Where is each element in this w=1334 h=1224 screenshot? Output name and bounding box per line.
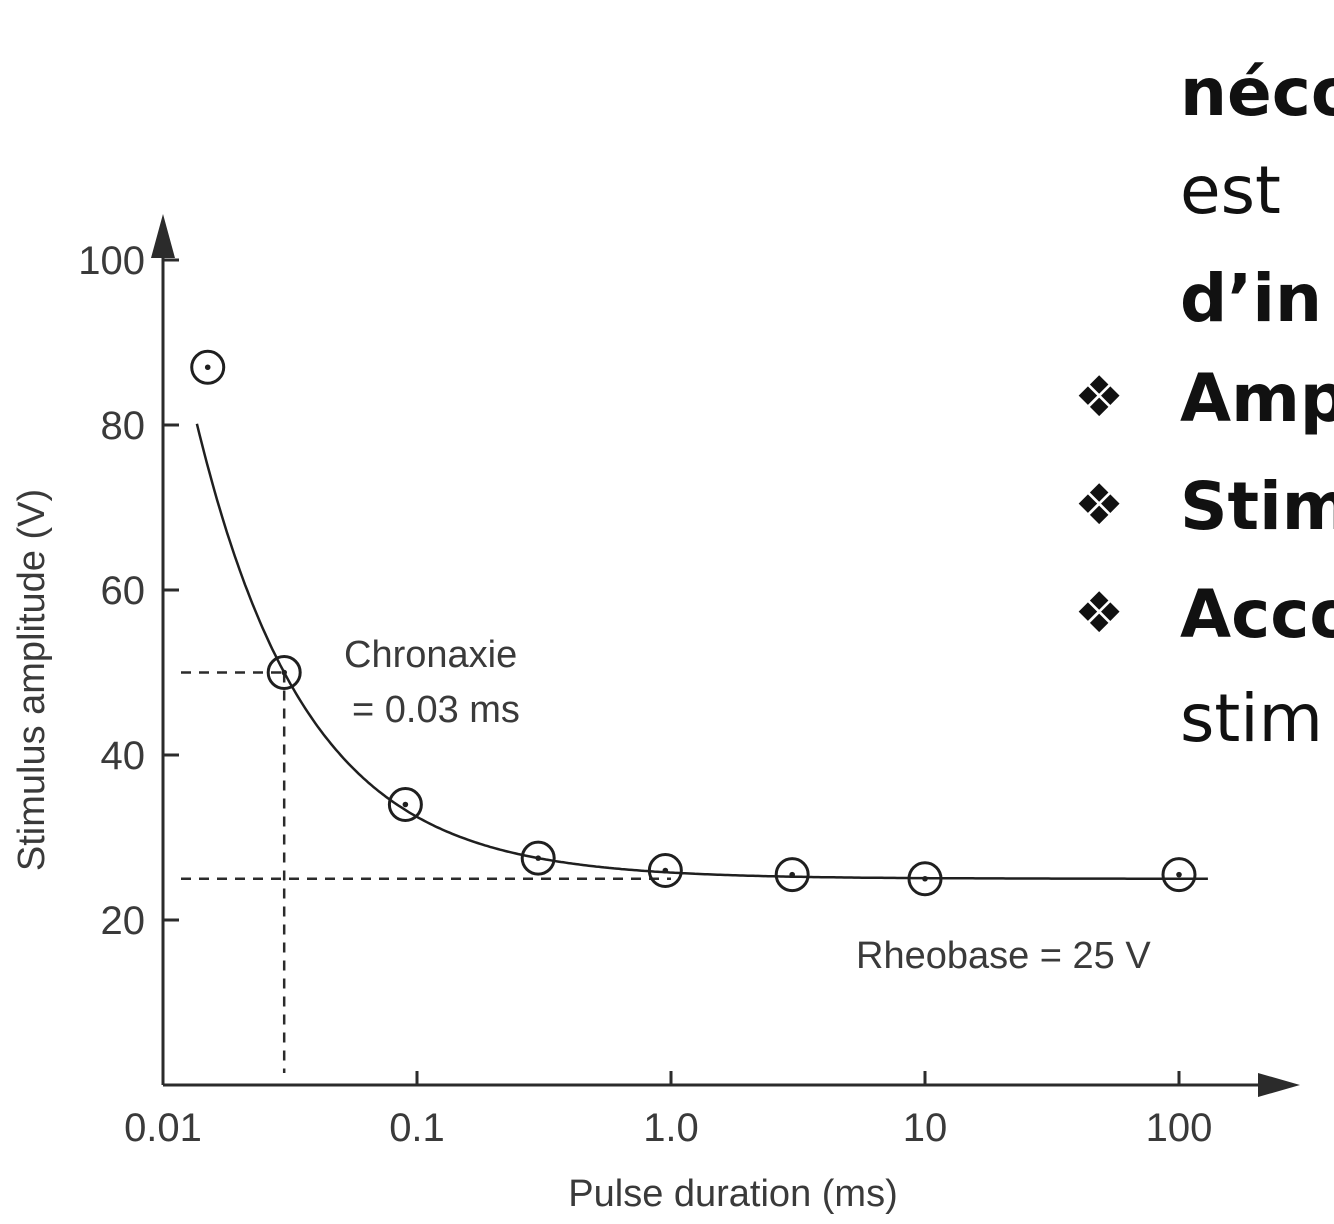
data-point	[387, 787, 423, 822]
y-tick-label: 60	[101, 569, 146, 613]
data-point	[774, 857, 810, 893]
y-axis-label: Stimulus amplitude (V)	[11, 489, 53, 871]
slide-bullet-1: Amp	[1180, 360, 1334, 437]
chronaxie-annotation-line1: Chronaxie	[344, 634, 517, 676]
data-point	[190, 349, 226, 385]
four-diamond-bullet-icon: ❖	[1074, 473, 1125, 538]
tick-labels-layer: 0.01 0.1 1.0 10 100 20 40 60 80 100	[78, 239, 1212, 1150]
four-diamond-bullet-icon: ❖	[1074, 581, 1125, 646]
fit-curve	[195, 423, 1208, 880]
x-tick-label: 10	[903, 1106, 948, 1150]
data-point	[1161, 857, 1197, 893]
data-point-center	[402, 801, 409, 808]
data-point	[647, 853, 683, 888]
y-tick-label: 40	[101, 734, 146, 778]
slide-bullet-2: Stim	[1180, 468, 1334, 545]
data-point-center	[662, 867, 669, 874]
reference-lines	[181, 671, 671, 1073]
y-tick-label: 20	[101, 899, 146, 943]
slide-text-line2: est	[1180, 152, 1281, 229]
fit-curve-layer	[195, 423, 1208, 880]
data-point	[907, 861, 943, 897]
data-point	[266, 655, 302, 690]
rheobase-annotation: Rheobase = 25 V	[856, 935, 1151, 977]
x-tick-label: 1.0	[643, 1106, 699, 1150]
y-tick-label: 80	[101, 404, 146, 448]
data-point-center	[922, 875, 928, 882]
data-point-center	[204, 364, 211, 371]
data-point-center	[789, 871, 795, 878]
x-axis-label: Pulse duration (ms)	[568, 1173, 897, 1215]
slide-text-line3: d’in	[1180, 260, 1322, 337]
y-axis-arrow	[151, 214, 175, 258]
slide-text-line4: stim	[1180, 680, 1323, 757]
x-tick-label: 0.1	[389, 1106, 445, 1150]
x-tick-label: 0.01	[124, 1106, 202, 1150]
slide-text-line1: néco	[1180, 54, 1334, 131]
data-point-center	[535, 855, 541, 861]
four-diamond-bullet-icon: ❖	[1074, 365, 1125, 430]
data-points-layer	[190, 349, 1197, 897]
data-point-center	[1176, 871, 1182, 878]
slide-bullet-3: Acco	[1180, 576, 1334, 653]
data-point-center	[281, 669, 287, 676]
chronaxie-annotation-line2: = 0.03 ms	[352, 689, 520, 731]
x-axis-arrow	[1258, 1073, 1300, 1097]
axes	[151, 214, 1300, 1097]
y-tick-label: 100	[78, 239, 145, 283]
data-point	[520, 840, 556, 876]
x-tick-label: 100	[1146, 1106, 1213, 1150]
